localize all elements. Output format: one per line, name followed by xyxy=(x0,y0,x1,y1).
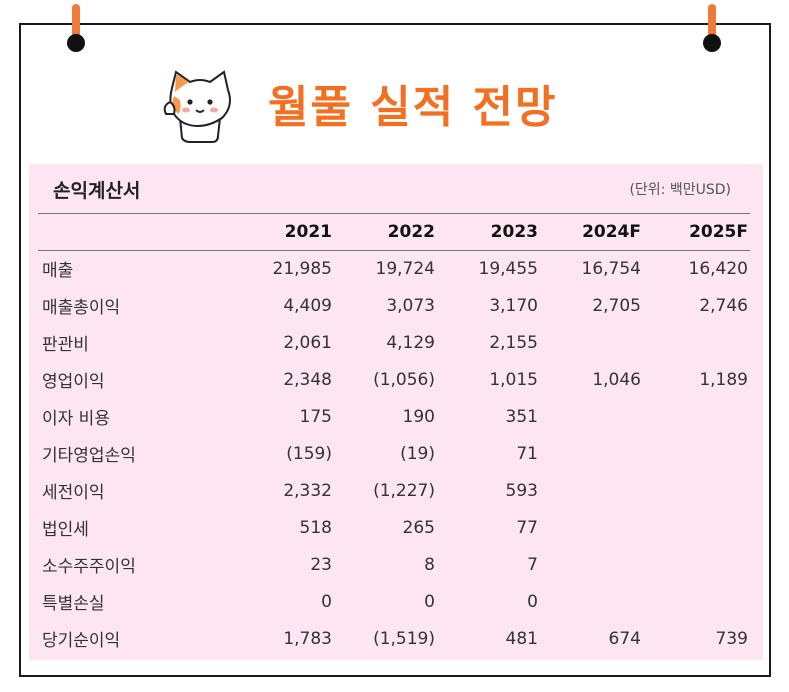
statement-panel xyxy=(29,164,763,660)
value-cell xyxy=(540,472,643,509)
value-cell xyxy=(643,472,750,509)
value-cell xyxy=(540,435,643,472)
row-label: 영업이익 xyxy=(42,372,105,392)
value-cell: (159) xyxy=(286,443,332,464)
row-label: 이자 비용 xyxy=(42,409,110,429)
table-row: 영업이익 2,348 (1,056) 1,015 1,046 1,189 xyxy=(38,361,750,398)
value-cell xyxy=(540,509,643,546)
value-cell: 19,724 xyxy=(375,258,435,279)
value-cell: 16,420 xyxy=(688,258,748,279)
value-cell xyxy=(540,546,643,583)
divider xyxy=(38,250,750,251)
table-header-row: 2021 2022 2023 2024F 2025F xyxy=(38,214,750,250)
value-cell: 2,061 xyxy=(283,332,332,353)
value-cell: 674 xyxy=(608,628,641,649)
divider xyxy=(38,213,750,214)
value-cell xyxy=(643,398,750,435)
value-cell: 3,073 xyxy=(386,295,435,316)
value-cell: 1,046 xyxy=(592,369,641,390)
column-header: 2022 xyxy=(387,222,435,242)
income-statement-table: 2021 2022 2023 2024F 2025F 매출 21,985 19,… xyxy=(38,214,750,657)
value-cell: 1,783 xyxy=(283,628,332,649)
row-label: 매출총이익 xyxy=(42,298,121,318)
value-cell: 351 xyxy=(505,406,538,427)
table-row: 소수주주이익 23 8 7 xyxy=(38,546,750,583)
table-row: 기타영업손익 (159) (19) 71 xyxy=(38,435,750,472)
cat-mascot-icon xyxy=(163,70,231,143)
value-cell: 739 xyxy=(715,628,748,649)
value-cell: 7 xyxy=(527,554,538,575)
value-cell: 23 xyxy=(310,554,332,575)
value-cell xyxy=(643,435,750,472)
row-label: 법인세 xyxy=(42,520,89,540)
value-cell xyxy=(643,546,750,583)
value-cell: 21,985 xyxy=(272,258,332,279)
value-cell: (19) xyxy=(400,443,435,464)
value-cell: (1,227) xyxy=(373,480,435,501)
value-cell xyxy=(643,509,750,546)
value-cell: 77 xyxy=(516,517,538,538)
statement-title: 손익계산서 xyxy=(53,180,141,202)
value-cell: 0 xyxy=(527,591,538,612)
value-cell xyxy=(540,324,643,361)
table-row: 특별손실 0 0 0 xyxy=(38,583,750,620)
table-row: 이자 비용 175 190 351 xyxy=(38,398,750,435)
value-cell: 265 xyxy=(402,517,435,538)
value-cell: 175 xyxy=(299,406,332,427)
value-cell xyxy=(540,398,643,435)
pin-icon xyxy=(702,4,724,52)
row-label: 소수주주이익 xyxy=(42,557,136,577)
row-label: 세전이익 xyxy=(42,483,105,503)
column-header: 2023 xyxy=(490,222,538,242)
value-cell: (1,056) xyxy=(373,369,435,390)
value-cell: 4,129 xyxy=(386,332,435,353)
row-label: 판관비 xyxy=(42,335,89,355)
pin-icon xyxy=(66,4,88,52)
value-cell: 4,409 xyxy=(283,295,332,316)
table-row: 매출 21,985 19,724 19,455 16,754 16,420 xyxy=(38,250,750,287)
row-label: 특별손실 xyxy=(42,594,105,614)
column-header: 2024F xyxy=(582,222,641,242)
value-cell: 0 xyxy=(424,591,435,612)
value-cell: 2,746 xyxy=(699,295,748,316)
page-title: 월풀 실적 전망 xyxy=(268,82,558,133)
table-row: 세전이익 2,332 (1,227) 593 xyxy=(38,472,750,509)
value-cell: 2,705 xyxy=(592,295,641,316)
value-cell: 481 xyxy=(505,628,538,649)
value-cell xyxy=(643,583,750,620)
value-cell: 518 xyxy=(299,517,332,538)
value-cell: 71 xyxy=(516,443,538,464)
value-cell: 19,455 xyxy=(478,258,538,279)
value-cell: 3,170 xyxy=(489,295,538,316)
value-cell: 0 xyxy=(321,591,332,612)
column-header: 2025F xyxy=(689,222,748,242)
value-cell: 593 xyxy=(505,480,538,501)
value-cell: 8 xyxy=(424,554,435,575)
value-cell xyxy=(643,324,750,361)
value-cell: (1,519) xyxy=(373,628,435,649)
value-cell xyxy=(540,583,643,620)
row-label: 매출 xyxy=(42,261,74,281)
header-label-cell xyxy=(38,214,204,250)
row-label: 기타영업손익 xyxy=(42,446,136,466)
value-cell: 2,332 xyxy=(283,480,332,501)
table-row: 판관비 2,061 4,129 2,155 xyxy=(38,324,750,361)
table-row: 매출총이익 4,409 3,073 3,170 2,705 2,746 xyxy=(38,287,750,324)
value-cell: 190 xyxy=(402,406,435,427)
column-header: 2021 xyxy=(284,222,332,242)
value-cell: 1,189 xyxy=(699,369,748,390)
row-label: 당기순이익 xyxy=(42,631,121,651)
table-row: 당기순이익 1,783 (1,519) 481 674 739 xyxy=(38,620,750,657)
unit-label: (단위: 백만USD) xyxy=(629,182,731,198)
value-cell: 1,015 xyxy=(489,369,538,390)
value-cell: 16,754 xyxy=(581,258,641,279)
value-cell: 2,155 xyxy=(489,332,538,353)
value-cell: 2,348 xyxy=(283,369,332,390)
table-row: 법인세 518 265 77 xyxy=(38,509,750,546)
